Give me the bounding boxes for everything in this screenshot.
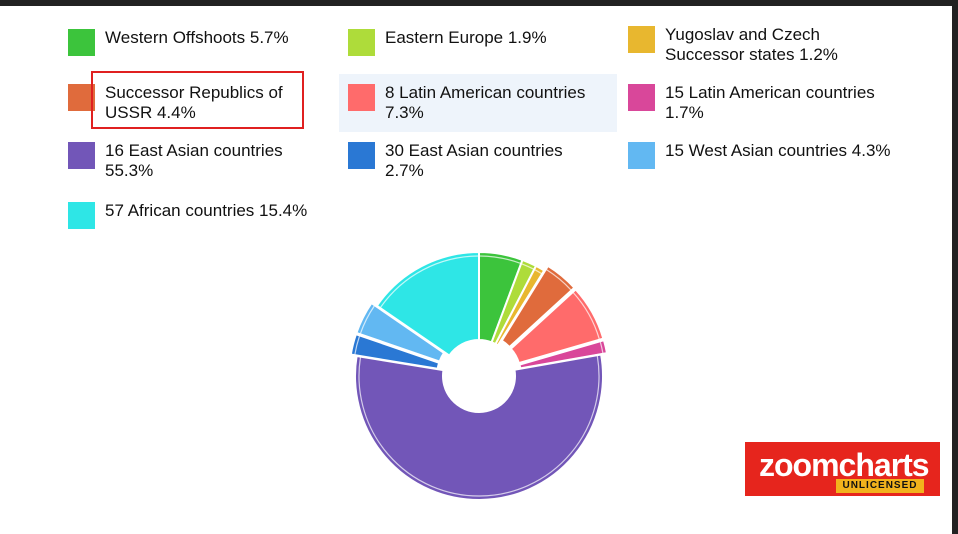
top-border [0, 0, 958, 6]
legend-swatch [68, 84, 95, 111]
legend-swatch [68, 202, 95, 229]
zoomcharts-logo[interactable]: zoomcharts UNLICENSED [745, 442, 940, 496]
legend-label: Western Offshoots 5.7% [105, 28, 289, 47]
legend-swatch [348, 142, 375, 169]
pie-slice-rim-7 [354, 336, 361, 355]
legend-swatch [628, 142, 655, 169]
legend-label: 15 West Asian countries 4.3% [665, 141, 891, 160]
legend-swatch [68, 142, 95, 169]
right-border [952, 0, 958, 534]
legend-item-western-offshoots[interactable]: Western Offshoots 5.7% [68, 28, 320, 56]
unlicensed-badge: UNLICENSED [836, 479, 924, 493]
legend-label: 30 East Asian countries 2.7% [385, 141, 563, 180]
pie-slice-rim-4 [572, 292, 600, 340]
pie-slice-rim-0 [479, 255, 521, 264]
legend-item-yugoslav-czech[interactable]: Yugoslav and Czech Successor states 1.2% [628, 25, 895, 65]
legend-item-8-latin-american[interactable]: 8 Latin American countries 7.3% [348, 83, 615, 123]
legend-swatch [628, 26, 655, 53]
pie-slice-rim-3 [546, 269, 572, 291]
legend-hover-highlight [339, 74, 617, 132]
legend-selection-outline [91, 71, 304, 129]
legend-swatch [348, 84, 375, 111]
pie-slice-rim-6 [358, 355, 600, 497]
legend-item-15-latin-american[interactable]: 15 Latin American countries 1.7% [628, 83, 905, 123]
legend-label: Successor Republics of USSR 4.4% [105, 83, 283, 122]
legend-label: 57 African countries 15.4% [105, 201, 308, 220]
pie-slice-2[interactable] [494, 264, 546, 347]
pie-slice-rim-9 [380, 255, 479, 308]
pie-slice-4[interactable] [509, 287, 605, 365]
donut-chart-svg [349, 250, 609, 501]
legend-swatch [348, 29, 375, 56]
legend-label: 8 Latin American countries 7.3% [385, 83, 586, 122]
pie-slice-7[interactable] [349, 332, 441, 370]
legend-label: 16 East Asian countries 55.3% [105, 141, 283, 180]
pie-slice-6[interactable] [354, 353, 604, 501]
legend-label: 15 Latin American countries 1.7% [665, 83, 875, 122]
legend-item-eastern-europe[interactable]: Eastern Europe 1.9% [348, 28, 600, 56]
pie-slice-rim-2 [534, 269, 542, 274]
legend-label: Yugoslav and Czech Successor states 1.2% [665, 25, 838, 64]
legend-item-15-west-asian[interactable]: 15 West Asian countries 4.3% [628, 141, 905, 169]
legend-label: Eastern Europe 1.9% [385, 28, 547, 47]
legend-swatch [628, 84, 655, 111]
pie-slice-rim-8 [359, 305, 375, 334]
donut-chart [348, 245, 610, 507]
pie-slice-9[interactable] [375, 250, 480, 358]
legend-item-16-east-asian[interactable]: 16 East Asian countries 55.3% [68, 141, 305, 181]
legend-swatch [68, 29, 95, 56]
legend-item-57-african[interactable]: 57 African countries 15.4% [68, 201, 365, 229]
pie-slice-3[interactable] [500, 264, 576, 349]
legend-item-30-east-asian[interactable]: 30 East Asian countries 2.7% [348, 141, 585, 181]
pie-slice-rim-5 [599, 341, 604, 354]
logo-wordmark: zoomcharts [759, 447, 930, 483]
legend-item-ussr-successors[interactable]: Successor Republics of USSR 4.4% [68, 83, 305, 123]
